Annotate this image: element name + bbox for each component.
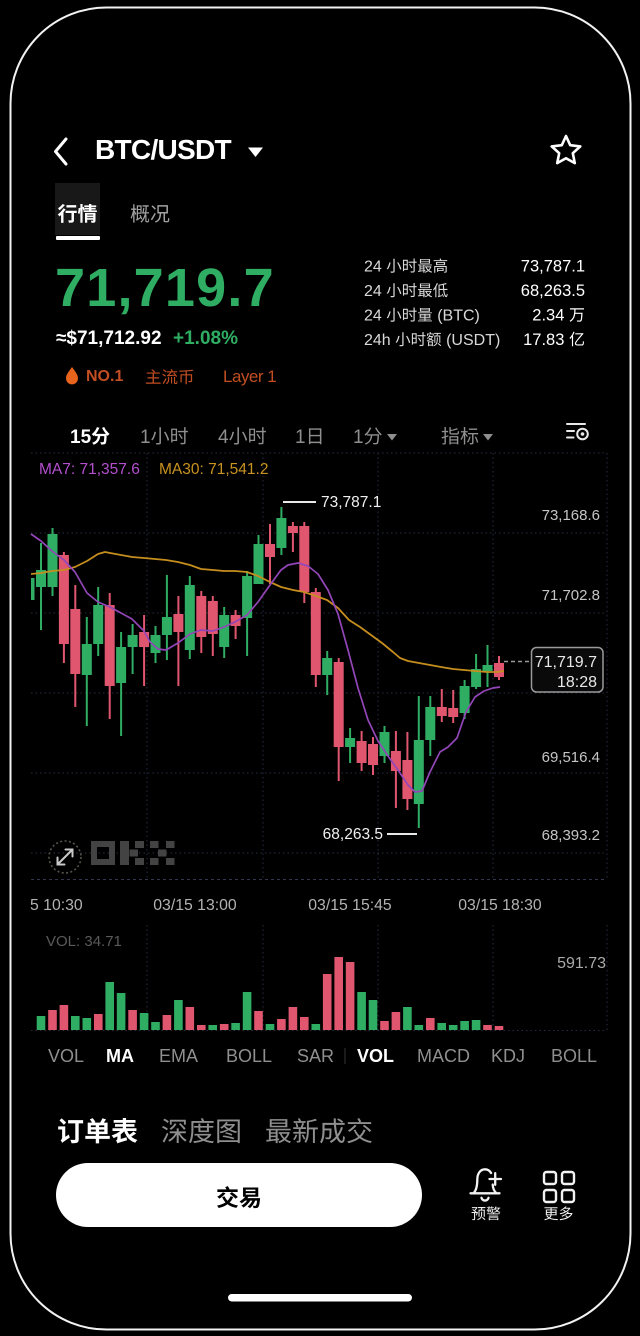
svg-text:18:28: 18:28: [557, 674, 597, 691]
svg-text:03/15 15:45: 03/15 15:45: [308, 897, 392, 914]
svg-text:73,787.1: 73,787.1: [321, 494, 381, 511]
svg-text:4: 4: [218, 427, 229, 448]
svg-text:BOLL: BOLL: [226, 1046, 272, 1066]
svg-text:+1.08%: +1.08%: [173, 328, 238, 349]
svg-text:2.34: 2.34: [532, 307, 564, 325]
svg-text:≈$71,712.92: ≈$71,712.92: [56, 328, 162, 349]
svg-text:EMA: EMA: [159, 1046, 198, 1066]
svg-text:03/15 18:30: 03/15 18:30: [458, 897, 542, 914]
svg-text:24h: 24h: [364, 332, 391, 349]
svg-text:MA: MA: [106, 1046, 134, 1066]
svg-text:BOLL: BOLL: [551, 1046, 597, 1066]
svg-text:71,719.7: 71,719.7: [535, 654, 597, 671]
svg-text:NO.1: NO.1: [86, 368, 123, 385]
svg-text:1: 1: [353, 427, 364, 448]
svg-text:BTC/USDT: BTC/USDT: [95, 134, 232, 165]
svg-text:1: 1: [140, 427, 151, 448]
svg-text:(BTC): (BTC): [437, 308, 480, 325]
svg-text:MACD: MACD: [417, 1046, 470, 1066]
svg-text:VOL: 34.71: VOL: 34.71: [46, 933, 122, 950]
svg-text:03/15 13:00: 03/15 13:00: [153, 897, 237, 914]
svg-text:1: 1: [295, 427, 306, 448]
svg-text:73,787.1: 73,787.1: [521, 258, 585, 276]
svg-text:VOL: VOL: [357, 1046, 394, 1066]
svg-text:15: 15: [70, 427, 92, 448]
svg-text:MA30: 71,541.2: MA30: 71,541.2: [159, 461, 268, 478]
svg-text:69,516.4: 69,516.4: [542, 749, 600, 766]
svg-text:71,719.7: 71,719.7: [55, 258, 275, 318]
svg-text:(USDT): (USDT): [446, 332, 500, 349]
svg-text:24: 24: [364, 283, 382, 300]
svg-text:591.73: 591.73: [557, 955, 606, 972]
svg-text:KDJ: KDJ: [491, 1046, 525, 1066]
svg-text:24: 24: [364, 308, 382, 325]
svg-text:Layer 1: Layer 1: [223, 367, 276, 386]
svg-text:VOL: VOL: [48, 1046, 84, 1066]
svg-text:5 10:30: 5 10:30: [30, 897, 83, 914]
svg-text:17.83: 17.83: [523, 331, 564, 349]
svg-text:68,263.5: 68,263.5: [323, 826, 383, 843]
svg-text:71,702.8: 71,702.8: [542, 587, 600, 604]
svg-text:68,393.2: 68,393.2: [542, 827, 600, 844]
svg-text:73,168.6: 73,168.6: [542, 507, 600, 524]
svg-text:24: 24: [364, 259, 382, 276]
svg-text:MA7: 71,357.6: MA7: 71,357.6: [39, 461, 140, 478]
svg-text:68,263.5: 68,263.5: [521, 282, 585, 300]
svg-text:SAR: SAR: [297, 1046, 334, 1066]
